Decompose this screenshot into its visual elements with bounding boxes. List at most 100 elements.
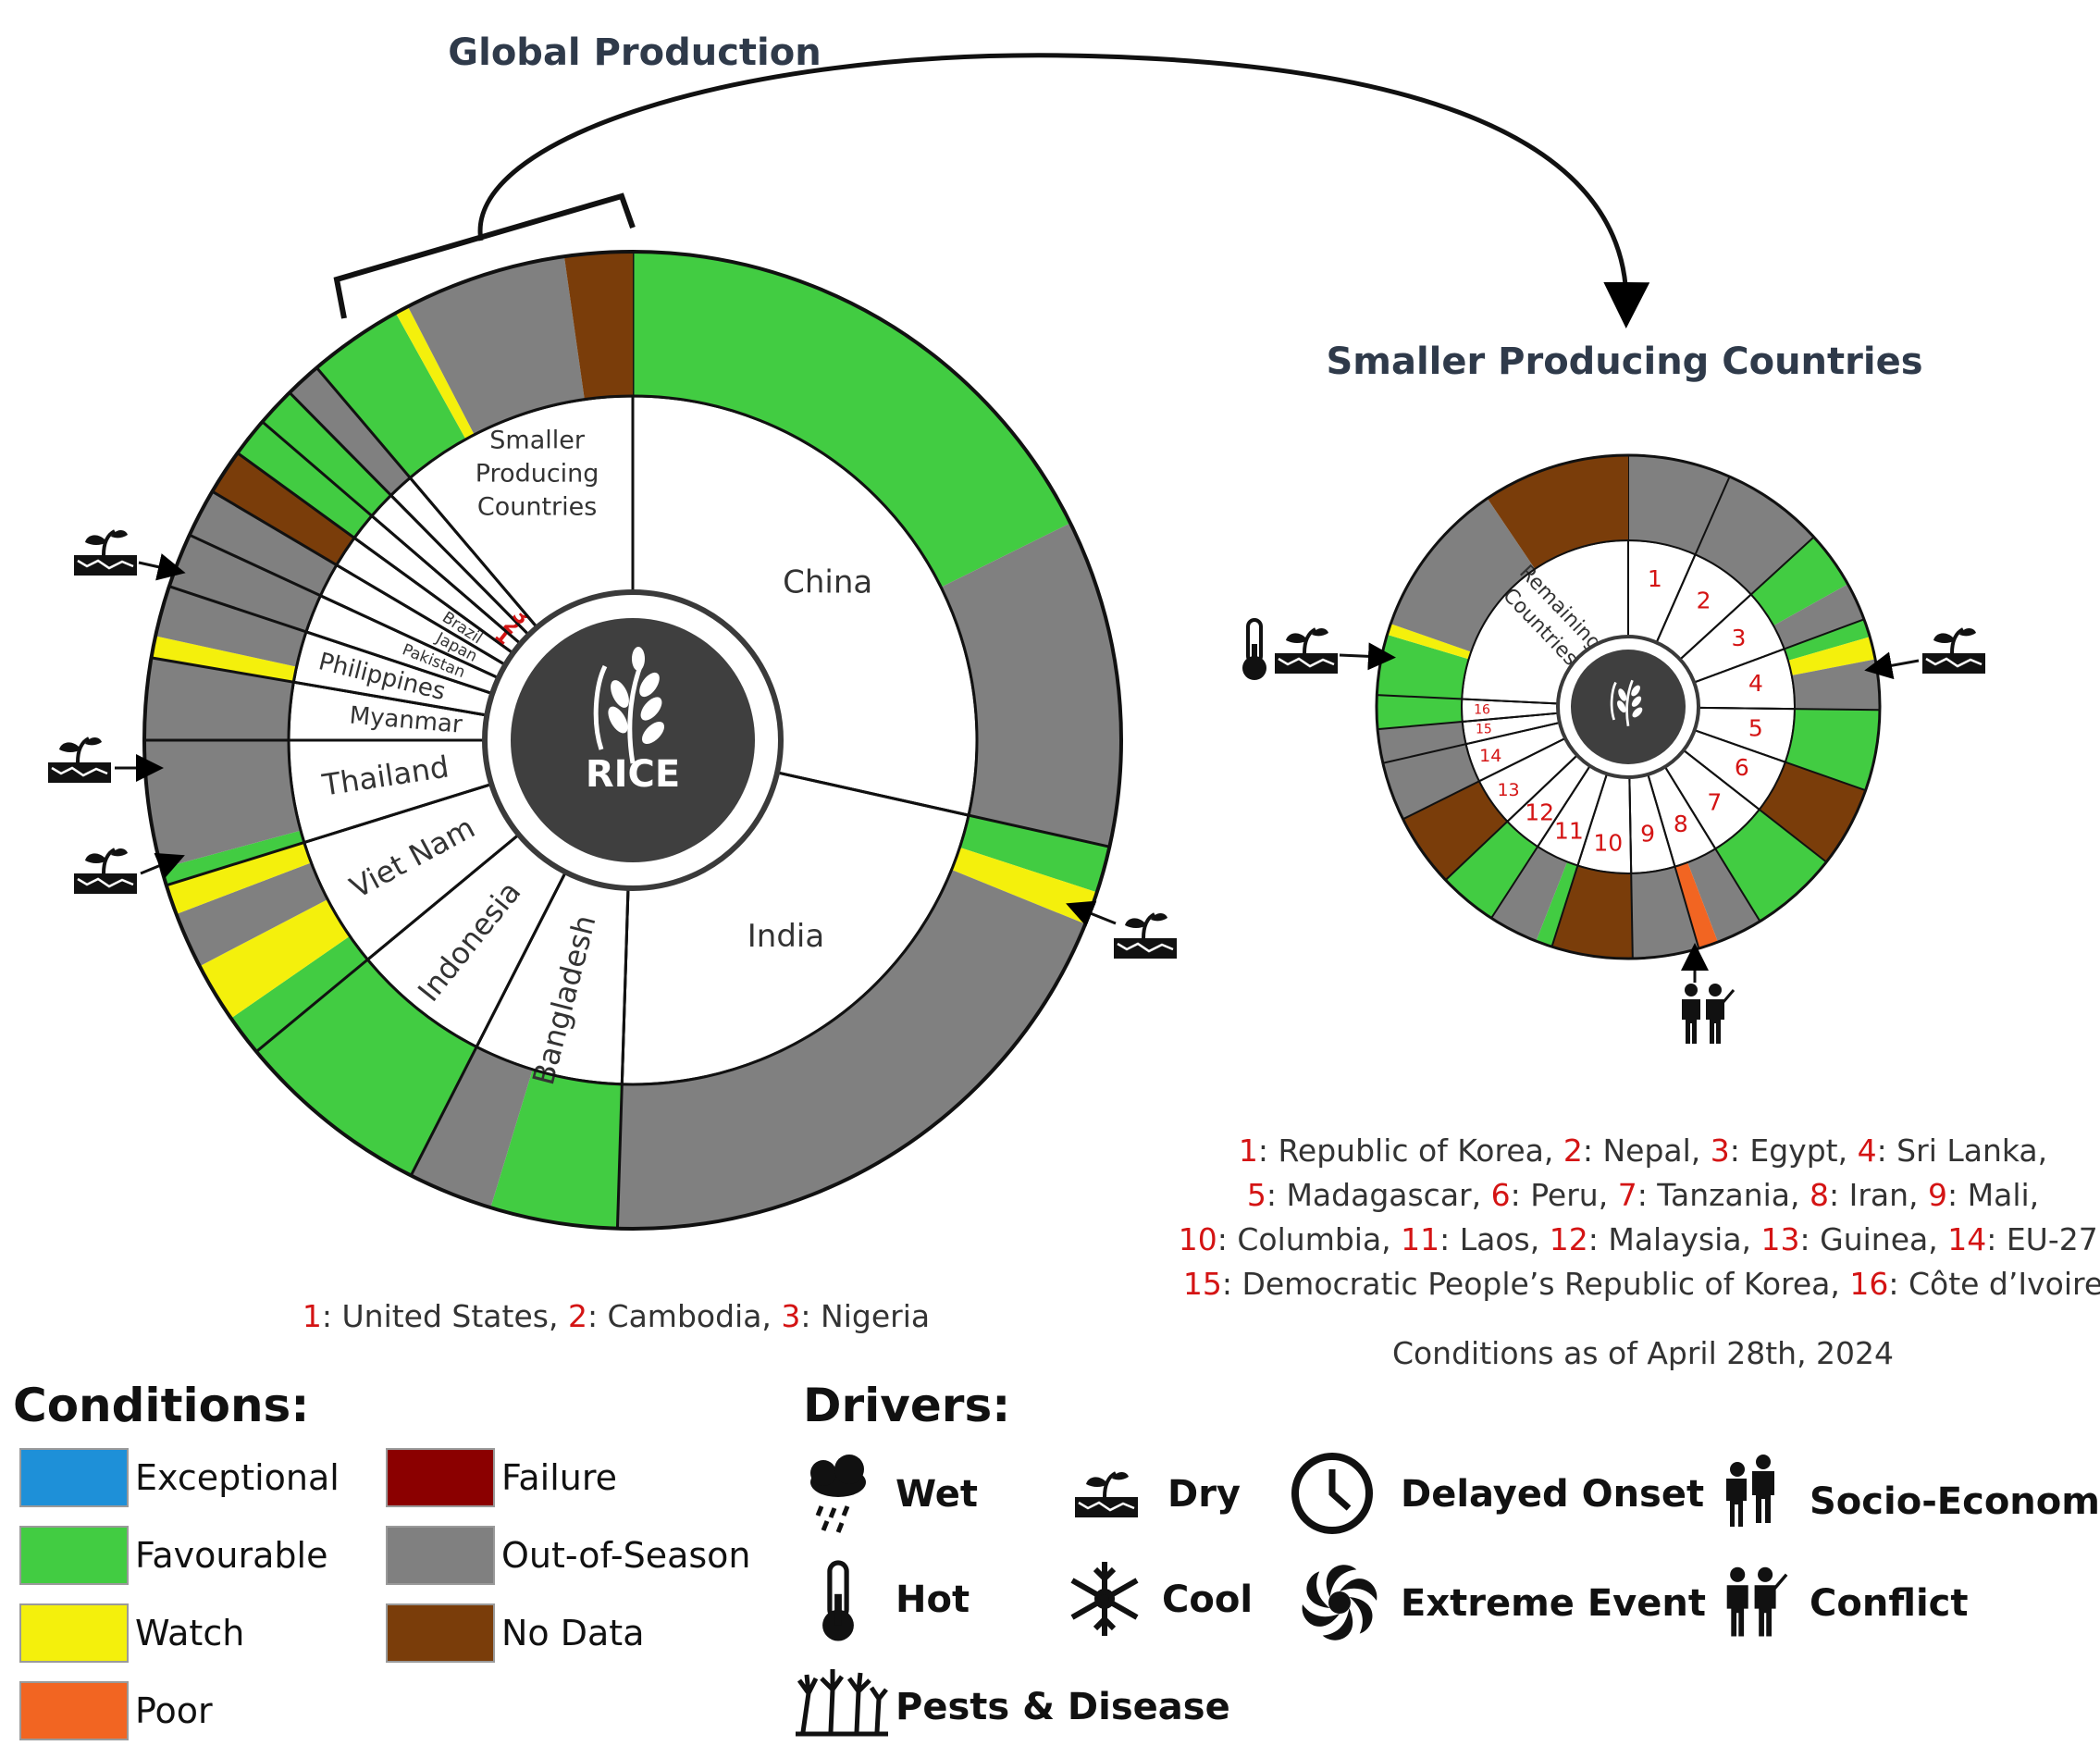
country-label-china: China [783,564,872,601]
condition-segment-1-0 [1628,455,1730,555]
condition-segment-thailand-1 [144,740,302,869]
footnote-number: 6 [1491,1177,1511,1213]
condition-segment-16-0 [1377,695,1463,730]
smaller-footnote: 1: Republic of Korea, 2: Nepal, 3: Egypt… [1179,1133,2100,1302]
sector-divider [288,391,530,637]
condition-segment-11-1 [1491,847,1568,942]
dry-icon [72,847,139,896]
driver-pests-disease-label: Pests & Disease [896,1686,1230,1728]
conflict-icon [1724,1566,1788,1639]
footnote-text: : Iran, [1829,1177,1928,1213]
country-label-15: 15 [1476,723,1492,737]
condition-segment-viet-nam-0 [230,935,368,1052]
condition-segment-14-0 [1382,744,1479,820]
conditions-date: Conditions as of April 28th, 2024 [1392,1335,1894,1371]
condition-segment-3-0 [290,367,411,496]
legend-label-watch: Watch [135,1613,244,1653]
condition-segment-japan-0 [189,491,337,596]
footnote-text: : Sri Lanka, [1877,1133,2048,1169]
footnote-number: 1 [303,1298,322,1334]
hot-icon [1241,618,1268,682]
footnote-number: 4 [1858,1133,1877,1169]
condition-segment-china-0 [633,252,1070,588]
sector-divider [1628,776,1634,959]
condition-segment-india-2 [617,869,1086,1229]
sector-divider [1377,712,1559,731]
sector-divider [1663,766,1761,922]
dry-icon [46,736,113,785]
sector-divider [255,833,520,1053]
condition-segment-india-1 [951,847,1097,924]
sector-divider [776,771,1110,848]
legend-label-exceptional: Exceptional [135,1457,340,1498]
condition-segment-thailand-0 [161,830,304,885]
condition-segment-bangladesh-0 [490,1069,623,1229]
sector-divider [1683,749,1827,863]
legend-swatch-favourable [19,1526,129,1585]
sector-divider [1655,476,1731,643]
dry-icon [1112,911,1179,960]
sector-divider [189,533,500,680]
condition-segment-4-2 [1791,659,1880,711]
footnote-number: 5 [1247,1177,1266,1213]
driver-wet-label: Wet [896,1473,978,1516]
condition-segment-viet-nam-3 [166,842,312,914]
sector-divider [166,783,492,887]
footnote-number: 3 [781,1298,800,1334]
sector-divider [1693,618,1865,684]
rice-label: RICE [586,753,680,796]
footnote-number: 12 [1550,1221,1588,1257]
condition-segment-india-0 [959,815,1110,893]
country-label-10: 10 [1593,829,1623,856]
country-label-2: 2 [1697,587,1711,613]
smaller-producing-title: Smaller Producing Countries [1326,340,1922,383]
dry-icon [1273,626,1340,675]
driver-extreme-event-label: Extreme Event [1401,1582,1706,1625]
condition-segment-10-0 [1551,865,1633,959]
country-label-14: 14 [1479,746,1501,766]
dry-pointer-viet-nam [140,852,185,879]
condition-segment-9-0 [1631,866,1699,959]
sector-divider [1377,694,1559,705]
legend-label-out-of-season: Out-of-Season [501,1535,751,1576]
condition-segment-11-0 [1536,861,1578,947]
condition-segment-remaining-countries-0 [1377,634,1469,699]
condition-segment-philippines-1 [155,586,306,667]
condition-segment-8-1 [1674,862,1718,949]
legend-swatch-out-of-season [386,1526,495,1585]
driver-dry-label: Dry [1167,1473,1241,1516]
sector-divider [168,585,493,696]
sector-divider [236,452,514,655]
condition-segment-pakistan-0 [168,535,321,632]
condition-segment-remaining-countries-1 [1387,624,1472,660]
condition-segment-8-0 [1687,848,1760,943]
dry-hot-pointer-remaining [1339,642,1396,671]
sector-divider [1550,774,1608,947]
inner-ring-border [287,394,979,1086]
dry-icon [1921,626,1987,675]
country-label-7: 7 [1707,788,1722,815]
footnote-text: : Nigeria [800,1298,930,1334]
country-label-smaller-producing-1: Producing [476,459,599,488]
legend-swatch-poor [19,1681,129,1740]
condition-segment-15-0 [1377,721,1466,763]
sector-divider [1382,721,1561,764]
footnote-number: 10 [1179,1221,1217,1257]
dry-icon [1073,1470,1140,1519]
legend-swatch-watch [19,1603,129,1663]
condition-segment-2-0 [1695,477,1814,595]
condition-segment-3-1 [1773,584,1864,650]
footnote-number: 2 [568,1298,587,1334]
country-label-india: India [747,918,824,955]
driver-delayed-onset-label: Delayed Onset [1401,1473,1704,1516]
dry-icon [72,528,139,577]
condition-segment-viet-nam-1 [199,899,351,1019]
country-label-smaller-producing-0: Smaller [489,426,586,454]
sector-divider [261,420,522,645]
legend-swatch-failure [386,1448,495,1507]
footnote-text: : Cambodia, [587,1298,781,1334]
footnote-number: 7 [1618,1177,1637,1213]
country-label-16: 16 [1474,702,1490,717]
socio-economic-icon [1726,1455,1774,1527]
